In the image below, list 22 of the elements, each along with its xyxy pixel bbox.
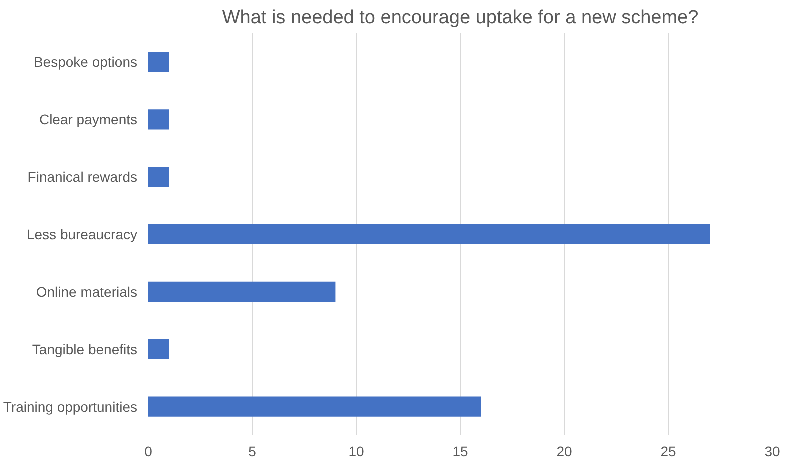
y-tick-label: Clear payments (39, 112, 138, 128)
x-tick-label: 20 (556, 444, 572, 459)
bar (148, 339, 170, 360)
bar (148, 110, 170, 130)
bar (148, 52, 170, 72)
x-tick-label: 15 (452, 444, 468, 459)
x-tick-label: 10 (348, 444, 364, 459)
bar (148, 167, 170, 188)
x-tick-label: 0 (144, 444, 153, 459)
x-tick-label: 30 (764, 444, 780, 459)
x-tick-label: 25 (660, 444, 676, 459)
y-tick-label: Bespoke options (34, 54, 138, 70)
y-tick-label: Finanical rewards (28, 169, 138, 186)
bar (148, 396, 482, 417)
y-tick-label: Tangible benefits (32, 341, 138, 358)
y-tick-label: Online materials (36, 284, 138, 300)
y-tick-label: Less bureaucracy (26, 226, 138, 242)
bar (148, 224, 710, 245)
y-tick-label: Training opportunities (3, 398, 138, 415)
bar (148, 282, 336, 302)
chart-title: What is needed to encourage uptake for a new scheme? (222, 8, 699, 28)
x-tick-label: 5 (248, 444, 257, 459)
